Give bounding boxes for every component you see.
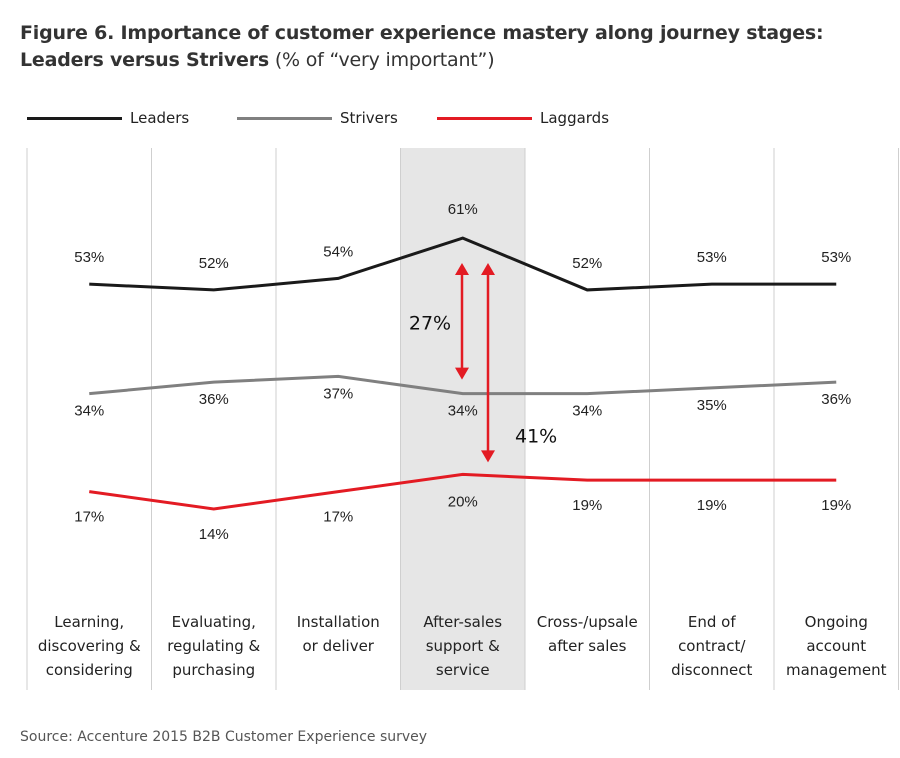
legend-item-laggards: Laggards bbox=[437, 108, 609, 128]
legend-swatch-leaders bbox=[27, 116, 122, 120]
data-label-laggards: 19% bbox=[697, 497, 727, 514]
data-label-leaders: 54% bbox=[323, 243, 353, 260]
chart-subtitle: (% of “very important”) bbox=[269, 49, 495, 71]
category-label-line: Cross-/upsale bbox=[537, 613, 638, 631]
category-label: Ongoing account management bbox=[786, 613, 887, 679]
chart-title: Figure 6. Importance of customer experie… bbox=[20, 20, 824, 74]
data-label-laggards: 14% bbox=[199, 526, 229, 543]
annotation-arrow-2 bbox=[481, 263, 495, 463]
source-note: Source: Accenture 2015 B2B Customer Expe… bbox=[20, 729, 428, 745]
series-line-laggards bbox=[89, 472, 837, 511]
category-label-line: disconnect bbox=[671, 661, 752, 679]
category-label-line: service bbox=[436, 661, 490, 679]
legend-item-leaders: Leaders bbox=[27, 108, 189, 128]
data-label-leaders: 53% bbox=[74, 249, 104, 266]
series-line-leaders bbox=[89, 236, 837, 292]
category-label-line: Learning, bbox=[54, 613, 124, 631]
legend-label-leaders: Leaders bbox=[130, 109, 190, 127]
category-label: Evaluating, regulating & purchasing bbox=[167, 613, 260, 679]
title-line-2: Leaders versus Strivers (% of “very impo… bbox=[20, 47, 823, 74]
data-label-laggards: 17% bbox=[74, 509, 104, 526]
category-label-line: considering bbox=[46, 661, 133, 679]
category-label: Installation or deliver bbox=[297, 613, 380, 655]
data-label-leaders: 53% bbox=[821, 249, 851, 266]
category-label-line: Installation bbox=[297, 613, 380, 631]
category-label-line: support & bbox=[426, 637, 500, 655]
category-label-line: contract/ bbox=[678, 637, 746, 655]
legend-label-strivers: Strivers bbox=[340, 109, 398, 127]
annotation-arrow-head-down bbox=[455, 367, 469, 380]
annotation-label: 27% bbox=[409, 312, 451, 334]
annotation-arrow-head-down bbox=[481, 450, 495, 463]
data-label-strivers: 34% bbox=[572, 403, 602, 420]
data-label-strivers: 37% bbox=[323, 385, 353, 402]
legend-swatch-laggards bbox=[437, 116, 532, 120]
data-label-strivers: 35% bbox=[697, 397, 727, 414]
category-label-line: purchasing bbox=[172, 661, 255, 679]
data-label-laggards: 19% bbox=[821, 497, 851, 514]
title-line-2-bold: Leaders versus Strivers bbox=[20, 49, 269, 71]
data-label-leaders: 52% bbox=[199, 255, 229, 272]
annotation-arrow-1 bbox=[455, 263, 469, 380]
legend-label-laggards: Laggards bbox=[540, 109, 610, 127]
legend-item-strivers: Strivers bbox=[237, 108, 398, 128]
category-label-line: After-sales bbox=[423, 613, 502, 631]
category-label-line: management bbox=[786, 661, 887, 679]
category-label-line: Evaluating, bbox=[172, 613, 256, 631]
legend-swatch-strivers bbox=[237, 116, 332, 120]
category-label: Learning, discovering & considering bbox=[38, 613, 141, 679]
category-label-line: regulating & bbox=[167, 637, 260, 655]
data-label-laggards: 19% bbox=[572, 497, 602, 514]
category-label-line: account bbox=[806, 637, 866, 655]
category-label-line: End of bbox=[688, 613, 736, 631]
category-label: After-sales support & service bbox=[423, 613, 502, 679]
data-label-leaders: 53% bbox=[697, 249, 727, 266]
data-label-strivers: 36% bbox=[821, 391, 851, 408]
series-line-strivers bbox=[89, 374, 837, 396]
data-label-strivers: 36% bbox=[199, 391, 229, 408]
data-label-laggards: 17% bbox=[323, 509, 353, 526]
category-label-line: or deliver bbox=[303, 637, 375, 655]
category-label-line: after sales bbox=[548, 637, 627, 655]
category-label-line: discovering & bbox=[38, 637, 141, 655]
category-label: Cross-/upsale after sales bbox=[537, 613, 638, 655]
data-label-strivers: 34% bbox=[74, 403, 104, 420]
annotation-label: 41% bbox=[515, 425, 557, 447]
annotation-arrow-head-up bbox=[481, 263, 495, 276]
data-label-strivers: 34% bbox=[448, 403, 478, 420]
annotation-arrow-head-up bbox=[455, 263, 469, 276]
data-label-leaders: 61% bbox=[448, 201, 478, 218]
category-label-line: Ongoing bbox=[805, 613, 868, 631]
data-label-laggards: 20% bbox=[448, 493, 478, 510]
data-label-leaders: 52% bbox=[572, 255, 602, 272]
category-label: End of contract/disconnect bbox=[671, 613, 752, 679]
title-line-1: Figure 6. Importance of customer experie… bbox=[20, 22, 824, 44]
